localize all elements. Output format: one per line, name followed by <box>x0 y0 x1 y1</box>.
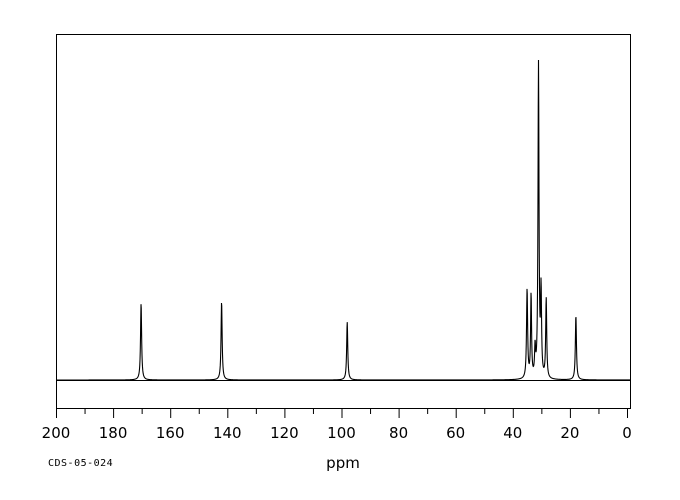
axis-tick-label: 120 <box>270 424 299 442</box>
axis-tick-marks <box>56 409 628 418</box>
axis-tick-label: 140 <box>213 424 242 442</box>
axis-tick-label: 80 <box>389 424 408 442</box>
axis-tick-label: 0 <box>622 424 632 442</box>
axis-tick-label: 200 <box>42 424 71 442</box>
sample-code-label: CDS-05-024 <box>48 458 113 469</box>
axis-tick-label: 160 <box>156 424 185 442</box>
axis-tick-label: 60 <box>446 424 465 442</box>
axis-tick-label: 40 <box>503 424 522 442</box>
plot-frame <box>56 34 631 409</box>
spectrum-trace <box>57 59 630 381</box>
axis-tick-label: 20 <box>560 424 579 442</box>
axis-tick-labels: 200 180 160 140 120 100 80 60 40 20 0 <box>42 424 632 442</box>
x-axis-title: ppm <box>326 454 360 472</box>
axis-tick-label: 180 <box>99 424 128 442</box>
axis-tick-label: 100 <box>327 424 356 442</box>
